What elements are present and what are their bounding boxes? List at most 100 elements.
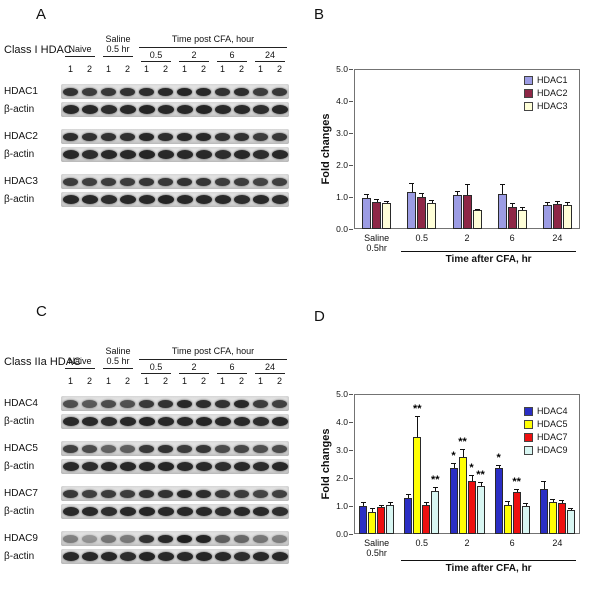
bar-hdac5	[413, 437, 422, 534]
error-bar	[552, 499, 554, 502]
blot-band	[176, 177, 192, 186]
blot-band	[62, 177, 78, 186]
blot-band	[62, 399, 78, 408]
blot-band	[252, 444, 268, 453]
western-blot-class2a-hdac: Class IIa HDAC Naive Saline 0.5 hr Time pos…	[4, 346, 296, 568]
error-bar-cap	[496, 464, 502, 466]
error-bar-cap	[559, 500, 565, 502]
blot-band	[119, 507, 136, 516]
error-bar-cap	[384, 200, 390, 202]
lane-number: 2	[200, 376, 207, 386]
significance-marker: *	[451, 449, 456, 462]
error-bar	[363, 501, 365, 506]
blot-band	[157, 105, 174, 114]
blot-row-label: β-actin	[4, 149, 35, 160]
blot-band	[100, 507, 117, 516]
error-bar-cap	[419, 193, 425, 195]
error-bar-cap	[460, 448, 465, 450]
blot-row-label: HDAC9	[4, 533, 38, 544]
blot-band	[138, 417, 155, 426]
y-tick-mark	[349, 394, 353, 395]
x-tick-label: 24	[552, 538, 563, 548]
lane-number: 1	[219, 376, 226, 386]
blot-band	[62, 489, 78, 498]
blot-row-label: HDAC2	[4, 131, 38, 142]
blot-band	[252, 489, 268, 498]
y-tick-mark	[349, 422, 353, 423]
blot-strip	[61, 84, 289, 99]
blot-band	[233, 105, 250, 114]
error-bar	[547, 201, 549, 205]
blot-band	[157, 195, 174, 204]
blot-band	[81, 105, 98, 114]
error-bar	[462, 448, 464, 457]
blot-band	[138, 507, 155, 516]
blot-band	[62, 417, 79, 426]
blot-band	[195, 177, 211, 186]
error-bar	[417, 416, 419, 438]
blot-band	[62, 507, 79, 516]
blot-band	[157, 417, 174, 426]
bar-hdac2	[552, 204, 562, 229]
bar-hdac2	[417, 197, 427, 229]
blot-band	[176, 399, 192, 408]
bar-hdac9	[566, 510, 575, 534]
blot-strip	[61, 441, 289, 456]
bar-chart-class2a-fold-changes: Fold changes 0.0 1.0 2.0 3.0 4.0 5.0 Saline 0.5…	[316, 380, 596, 588]
lane-number: 2	[200, 64, 207, 74]
cfa-time-underline	[217, 373, 247, 374]
significance-marker: **	[476, 469, 485, 482]
lane-number: 1	[181, 64, 188, 74]
blot-band	[157, 87, 173, 96]
blot-band	[119, 195, 136, 204]
error-bar-cap	[523, 503, 529, 505]
blot-row-label: β-actin	[4, 461, 35, 472]
x-tick-label: 0.5	[415, 538, 429, 548]
x-tick-label: 24	[552, 233, 563, 243]
blot-band	[81, 507, 98, 516]
bar-hdac2	[372, 201, 382, 229]
y-tick-label: 1.0	[336, 501, 348, 511]
blot-band	[252, 462, 269, 471]
blot-band	[252, 150, 269, 159]
legend-label-hdac5: HDAC5	[537, 419, 568, 429]
blot-band	[271, 87, 287, 96]
cfa-time-label: 24	[264, 362, 276, 372]
blot-band	[62, 462, 79, 471]
blot-band	[176, 507, 193, 516]
blot-band	[195, 507, 212, 516]
bar-hdac1	[362, 197, 372, 229]
blot-band	[252, 417, 269, 426]
legend-entry: HDAC7	[524, 432, 568, 442]
blot-row-label: β-actin	[4, 104, 35, 115]
blot-band	[138, 534, 154, 543]
blot-band	[157, 150, 174, 159]
error-bar-cap	[451, 462, 456, 464]
bar-hdac4	[494, 468, 503, 534]
error-bar-cap	[568, 507, 574, 509]
bar-hdac1	[542, 205, 552, 229]
blot-band	[271, 150, 288, 159]
blot-band	[119, 552, 136, 561]
blot-band	[195, 105, 212, 114]
blot-band	[233, 132, 249, 141]
blot-band	[271, 552, 288, 561]
blot-band	[157, 462, 174, 471]
lane-group-underline-naive	[65, 368, 95, 369]
legend-swatch-hdac2	[524, 88, 533, 98]
y-tick-label: 5.0	[336, 389, 348, 399]
legend-label-hdac9: HDAC9	[537, 445, 568, 455]
error-bar	[522, 207, 524, 210]
lane-number: 2	[238, 64, 245, 74]
legend-entry: HDAC3	[524, 101, 568, 111]
blot-band	[62, 534, 78, 543]
blot-band	[233, 489, 249, 498]
y-tick-mark	[349, 534, 353, 535]
x-tick-label: 6	[509, 538, 515, 548]
y-tick-mark	[349, 101, 353, 102]
blot-strip	[61, 396, 289, 411]
blot-strip	[61, 459, 289, 474]
blot-band	[100, 177, 116, 186]
blot-band	[119, 462, 136, 471]
blot-band	[252, 132, 268, 141]
